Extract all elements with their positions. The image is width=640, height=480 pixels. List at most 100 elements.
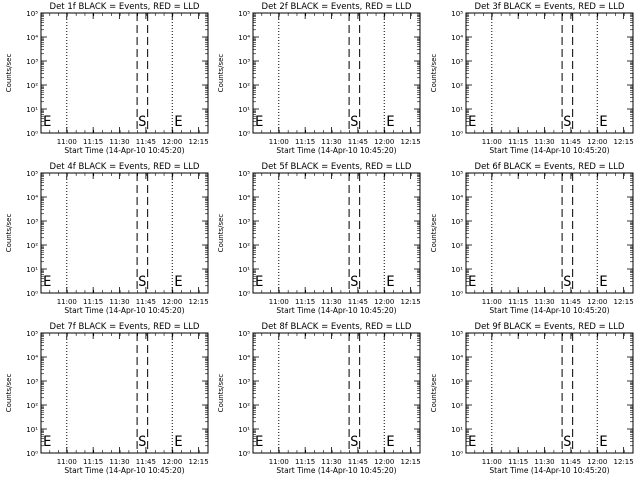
marker-e-left: E bbox=[43, 274, 51, 290]
y-tick-label: 10³ bbox=[26, 218, 38, 226]
y-axis-label: Counts/sec bbox=[217, 374, 225, 413]
x-axis-label: Start Time (14-Apr-10 10:45:20) bbox=[489, 146, 609, 155]
detector-panel-5: Det 5f BLACK = Events, RED = LLD Counts/s… bbox=[217, 162, 421, 315]
y-tick-label: 10² bbox=[26, 82, 38, 90]
detector-panel-4: Det 4f BLACK = Events, RED = LLD Counts/s… bbox=[5, 162, 209, 315]
panel-title: Det 8f BLACK = Events, RED = LLD bbox=[262, 322, 412, 332]
y-tick-label: 10¹ bbox=[238, 106, 250, 114]
plot-frame bbox=[252, 172, 421, 294]
y-tick-label: 10⁴ bbox=[26, 34, 38, 42]
x-tick-label: 11:30 bbox=[534, 458, 554, 466]
marker-s: S bbox=[563, 434, 571, 450]
x-tick-label: 11:30 bbox=[109, 138, 129, 146]
y-tick-label: 10² bbox=[451, 242, 463, 250]
x-tick-label: 11:45 bbox=[136, 458, 156, 466]
plot-frame bbox=[40, 12, 209, 134]
x-tick-label: 11:15 bbox=[508, 138, 528, 146]
y-tick-label: 10⁰ bbox=[26, 290, 38, 298]
x-tick-label: 12:15 bbox=[189, 298, 209, 306]
y-tick-label: 10² bbox=[238, 82, 250, 90]
x-tick-label: 11:30 bbox=[534, 138, 554, 146]
y-tick-label: 10¹ bbox=[451, 266, 463, 274]
x-tick-label: 11:00 bbox=[482, 298, 502, 306]
x-tick-label: 11:15 bbox=[295, 458, 315, 466]
x-tick-label: 12:00 bbox=[587, 298, 607, 306]
detector-panel-1: Det 1f BLACK = Events, RED = LLD Counts/s… bbox=[5, 2, 209, 155]
marker-e-left: E bbox=[255, 114, 263, 130]
x-tick-label: 12:00 bbox=[162, 298, 182, 306]
x-tick-label: 12:00 bbox=[162, 458, 182, 466]
y-tick-label: 10⁰ bbox=[451, 290, 463, 298]
y-tick-label: 10³ bbox=[238, 58, 250, 66]
y-tick-label: 10⁴ bbox=[238, 194, 250, 202]
panel-title: Det 6f BLACK = Events, RED = LLD bbox=[475, 162, 625, 172]
x-tick-label: 12:00 bbox=[587, 458, 607, 466]
y-tick-label: 10³ bbox=[451, 378, 463, 386]
x-tick-label: 11:00 bbox=[57, 298, 77, 306]
y-tick-label: 10⁵ bbox=[26, 10, 38, 18]
y-tick-label: 10⁵ bbox=[26, 330, 38, 338]
x-axis-label: Start Time (14-Apr-10 10:45:20) bbox=[276, 146, 396, 155]
y-tick-label: 10⁰ bbox=[26, 130, 38, 138]
marker-s: S bbox=[350, 274, 358, 290]
marker-e-right: E bbox=[174, 434, 182, 450]
panel-title: Det 9f BLACK = Events, RED = LLD bbox=[475, 322, 625, 332]
panel-title: Det 7f BLACK = Events, RED = LLD bbox=[50, 322, 200, 332]
x-tick-label: 11:00 bbox=[482, 138, 502, 146]
y-tick-label: 10² bbox=[238, 402, 250, 410]
marker-e-left: E bbox=[255, 274, 263, 290]
plot-frame bbox=[252, 332, 421, 454]
y-tick-label: 10⁵ bbox=[238, 10, 250, 18]
detector-panel-6: Det 6f BLACK = Events, RED = LLD Counts/s… bbox=[430, 162, 634, 315]
y-tick-label: 10⁰ bbox=[451, 130, 463, 138]
marker-e-left: E bbox=[468, 434, 476, 450]
y-axis-label: Counts/sec bbox=[430, 54, 438, 93]
x-tick-label: 11:45 bbox=[136, 138, 156, 146]
marker-e-right: E bbox=[174, 274, 182, 290]
x-tick-label: 11:45 bbox=[348, 458, 368, 466]
x-tick-label: 12:15 bbox=[614, 138, 634, 146]
marker-e-left: E bbox=[43, 434, 51, 450]
x-tick-label: 12:15 bbox=[614, 298, 634, 306]
marker-e-left: E bbox=[468, 274, 476, 290]
y-tick-label: 10⁵ bbox=[451, 330, 463, 338]
detector-panel-8: Det 8f BLACK = Events, RED = LLD Counts/s… bbox=[217, 322, 421, 475]
detector-panel-7: Det 7f BLACK = Events, RED = LLD Counts/s… bbox=[5, 322, 209, 475]
y-axis-label: Counts/sec bbox=[5, 214, 13, 253]
x-tick-label: 12:15 bbox=[401, 458, 421, 466]
x-tick-label: 11:45 bbox=[561, 138, 581, 146]
x-tick-label: 11:15 bbox=[295, 138, 315, 146]
x-tick-label: 11:15 bbox=[508, 298, 528, 306]
marker-e-right: E bbox=[386, 434, 394, 450]
x-tick-label: 11:30 bbox=[109, 298, 129, 306]
y-axis-label: Counts/sec bbox=[5, 54, 13, 93]
x-tick-label: 12:00 bbox=[374, 138, 394, 146]
x-tick-label: 11:15 bbox=[83, 298, 103, 306]
x-tick-label: 12:15 bbox=[614, 458, 634, 466]
marker-e-right: E bbox=[599, 114, 607, 130]
x-tick-label: 11:45 bbox=[561, 298, 581, 306]
plot-frame bbox=[465, 172, 634, 294]
x-axis-label: Start Time (14-Apr-10 10:45:20) bbox=[489, 466, 609, 475]
x-tick-label: 11:00 bbox=[269, 458, 289, 466]
marker-e-right: E bbox=[386, 274, 394, 290]
marker-s: S bbox=[138, 274, 146, 290]
x-tick-label: 11:00 bbox=[269, 298, 289, 306]
panel-title: Det 5f BLACK = Events, RED = LLD bbox=[262, 162, 412, 172]
marker-s: S bbox=[138, 114, 146, 130]
y-tick-label: 10¹ bbox=[26, 266, 38, 274]
y-tick-label: 10¹ bbox=[451, 426, 463, 434]
x-tick-label: 12:15 bbox=[401, 298, 421, 306]
marker-e-right: E bbox=[599, 274, 607, 290]
y-tick-label: 10⁵ bbox=[238, 330, 250, 338]
y-tick-label: 10³ bbox=[26, 378, 38, 386]
x-tick-label: 12:00 bbox=[587, 138, 607, 146]
y-tick-label: 10⁴ bbox=[451, 34, 463, 42]
y-axis-label: Counts/sec bbox=[5, 374, 13, 413]
x-tick-label: 12:15 bbox=[401, 138, 421, 146]
marker-e-left: E bbox=[43, 114, 51, 130]
x-tick-label: 11:45 bbox=[136, 298, 156, 306]
y-tick-label: 10² bbox=[26, 402, 38, 410]
x-tick-label: 11:45 bbox=[348, 298, 368, 306]
